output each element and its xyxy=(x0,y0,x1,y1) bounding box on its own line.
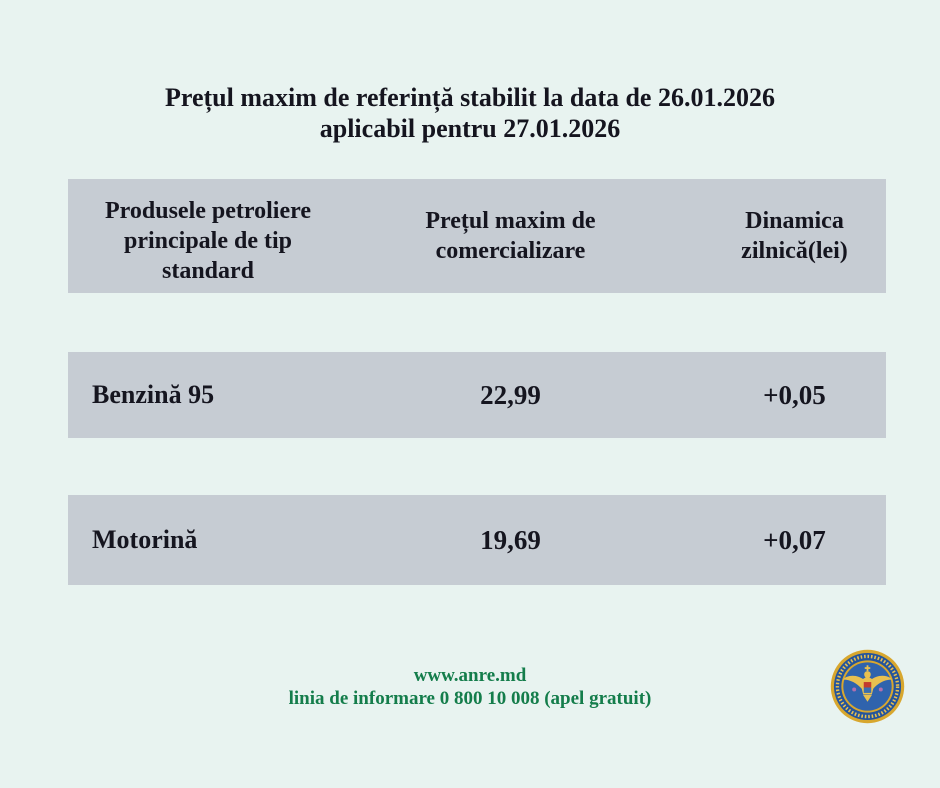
max-price-value: 19,69 xyxy=(480,524,541,555)
table-row-motorina: Motorină 19,69 +0,07 xyxy=(68,495,886,585)
header-cell-daily-change: Dinamica zilnică(lei) xyxy=(673,179,886,293)
moldova-state-emblem-logo xyxy=(830,649,905,724)
page-title: Prețul maxim de referință stabilit la da… xyxy=(0,82,940,144)
table-row-benzina-95: Benzină 95 22,99 +0,05 xyxy=(68,352,886,438)
header-cell-product: Produsele petroliere principale de tip s… xyxy=(68,179,348,293)
page-title-line-2: aplicabil pentru 27.01.2026 xyxy=(319,114,621,143)
page-title-line-1: Prețul maxim de referință stabilit la da… xyxy=(165,83,775,112)
website-text: www.anre.md xyxy=(413,665,527,686)
daily-change-value: +0,05 xyxy=(763,379,826,410)
table-header-row: Produsele petroliere principale de tip s… xyxy=(68,179,886,293)
header-max-price-label: Prețul maxim de comercializare xyxy=(425,208,596,264)
header-daily-change-label: Dinamica zilnică(lei) xyxy=(741,208,848,264)
daily-change-value: +0,07 xyxy=(763,524,826,555)
max-price-value: 22,99 xyxy=(480,379,541,410)
header-product-label: Produsele petroliere principale de tip s… xyxy=(105,198,311,284)
header-cell-max-price: Prețul maxim de comercializare xyxy=(348,179,673,293)
product-name: Motorină xyxy=(92,525,198,554)
product-name: Benzină 95 xyxy=(92,380,215,409)
footer: www.anre.md linia de informare 0 800 10 … xyxy=(0,664,940,710)
info-line-text: linia de informare 0 800 10 008 (apel gr… xyxy=(288,688,652,709)
